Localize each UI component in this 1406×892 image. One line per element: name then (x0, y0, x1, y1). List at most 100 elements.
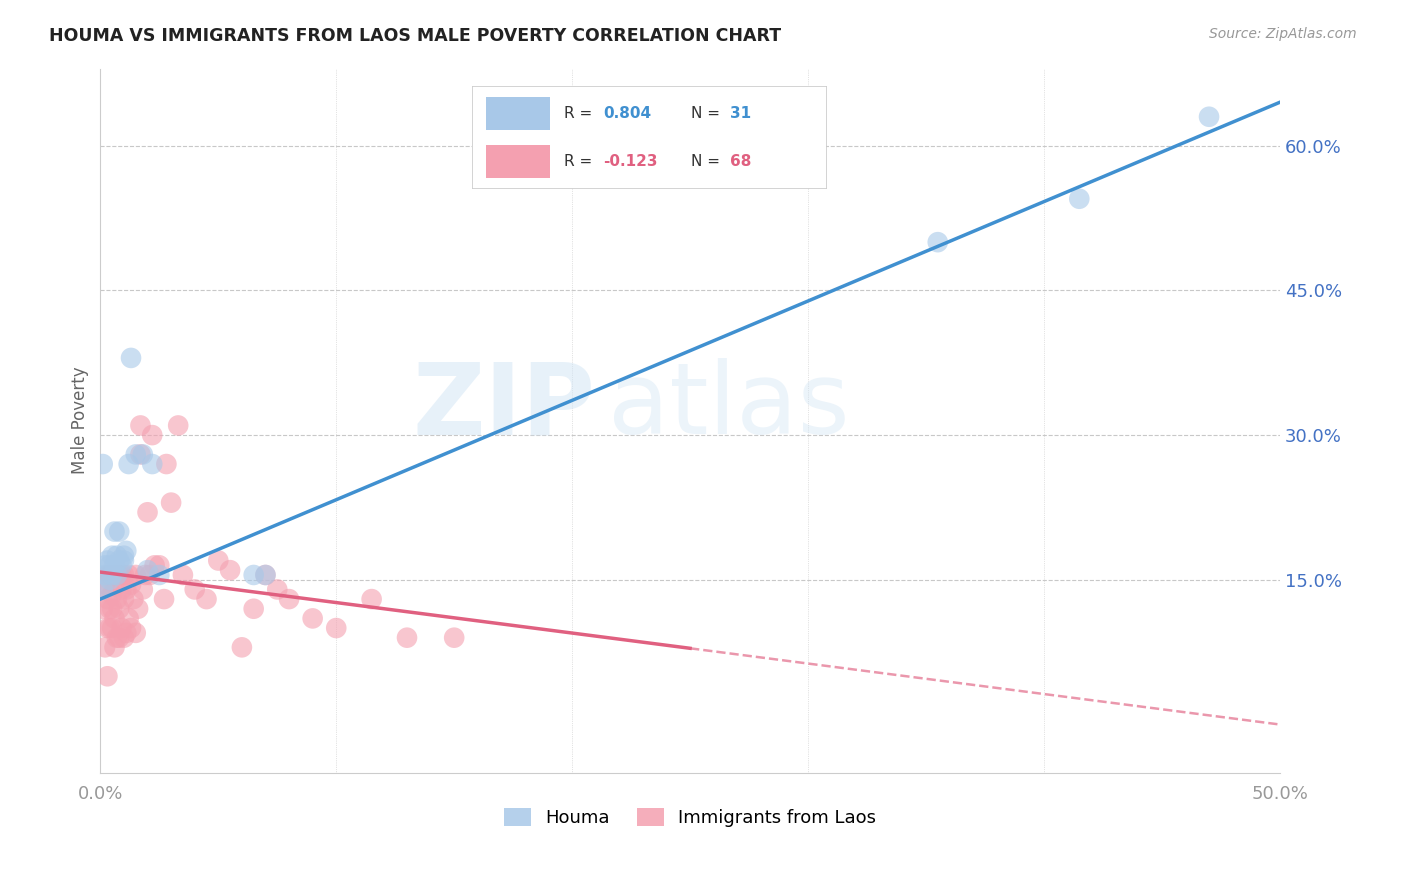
Point (325, 621, 347, 635)
Point (115, 544, 138, 558)
Point (127, 601, 149, 615)
Point (96, 568, 118, 582)
Point (91, 601, 114, 615)
Point (101, 587, 124, 601)
Point (108, 553, 131, 567)
Legend: Houma, Immigrants from Laos: Houma, Immigrants from Laos (496, 800, 883, 834)
Y-axis label: Male Poverty: Male Poverty (72, 367, 89, 475)
Point (136, 563, 159, 577)
Text: atlas: atlas (607, 358, 849, 455)
Point (115, 582, 138, 597)
Point (242, 601, 264, 615)
Point (98, 568, 121, 582)
Point (120, 621, 142, 635)
Point (105, 631, 128, 645)
Point (105, 592, 128, 607)
Point (91, 457, 114, 471)
Point (125, 447, 148, 461)
Point (266, 582, 288, 597)
Point (112, 549, 135, 563)
Point (118, 611, 141, 625)
Point (110, 621, 132, 635)
Point (91, 582, 114, 597)
Point (395, 631, 418, 645)
Text: ZIP: ZIP (413, 358, 596, 455)
Point (98, 558, 121, 573)
Point (143, 558, 166, 573)
Point (254, 568, 277, 582)
Point (108, 524, 131, 539)
Point (254, 568, 277, 582)
Point (108, 568, 131, 582)
Point (110, 582, 132, 597)
Text: Source: ZipAtlas.com: Source: ZipAtlas.com (1209, 27, 1357, 41)
Point (94, 640, 117, 655)
Point (195, 592, 218, 607)
Point (134, 568, 156, 582)
Point (105, 549, 128, 563)
Point (120, 577, 142, 591)
Point (101, 568, 124, 582)
Point (96, 621, 118, 635)
Point (108, 631, 131, 645)
Point (101, 601, 124, 615)
Point (219, 563, 242, 577)
Point (132, 447, 155, 461)
Point (91, 582, 114, 597)
Point (1069, 192, 1091, 206)
Point (94, 568, 117, 582)
Point (172, 568, 194, 582)
Point (141, 457, 163, 471)
Point (278, 592, 301, 607)
Point (183, 582, 205, 597)
Point (101, 549, 124, 563)
Point (94, 558, 117, 573)
Point (101, 621, 124, 635)
Point (96, 553, 118, 567)
Text: HOUMA VS IMMIGRANTS FROM LAOS MALE POVERTY CORRELATION CHART: HOUMA VS IMMIGRANTS FROM LAOS MALE POVER… (49, 27, 782, 45)
Point (360, 592, 382, 607)
Point (103, 558, 125, 573)
Point (112, 568, 135, 582)
Point (118, 568, 141, 582)
Point (98, 601, 121, 615)
Point (115, 625, 138, 640)
Point (301, 611, 323, 625)
Point (155, 457, 177, 471)
Point (207, 553, 229, 567)
Point (112, 553, 135, 567)
Point (160, 495, 183, 509)
Point (231, 640, 253, 655)
Point (112, 631, 135, 645)
Point (118, 457, 141, 471)
Point (139, 568, 162, 582)
Point (101, 568, 124, 582)
Point (96, 669, 118, 683)
Point (112, 592, 135, 607)
Point (94, 577, 117, 591)
Point (110, 558, 132, 573)
Point (129, 447, 152, 461)
Point (1198, 110, 1220, 124)
Point (103, 577, 125, 591)
Point (927, 235, 949, 249)
Point (120, 351, 142, 365)
Point (141, 428, 163, 442)
Point (105, 568, 128, 582)
Point (125, 568, 148, 582)
Point (122, 592, 145, 607)
Point (148, 568, 170, 582)
Point (103, 524, 125, 539)
Point (98, 621, 121, 635)
Point (443, 631, 465, 645)
Point (136, 505, 159, 519)
Point (148, 558, 170, 573)
Point (96, 592, 118, 607)
Point (132, 582, 155, 597)
Point (125, 625, 148, 640)
Point (110, 568, 132, 582)
Point (105, 568, 128, 582)
Point (98, 573, 121, 587)
Point (103, 640, 125, 655)
Point (103, 611, 125, 625)
